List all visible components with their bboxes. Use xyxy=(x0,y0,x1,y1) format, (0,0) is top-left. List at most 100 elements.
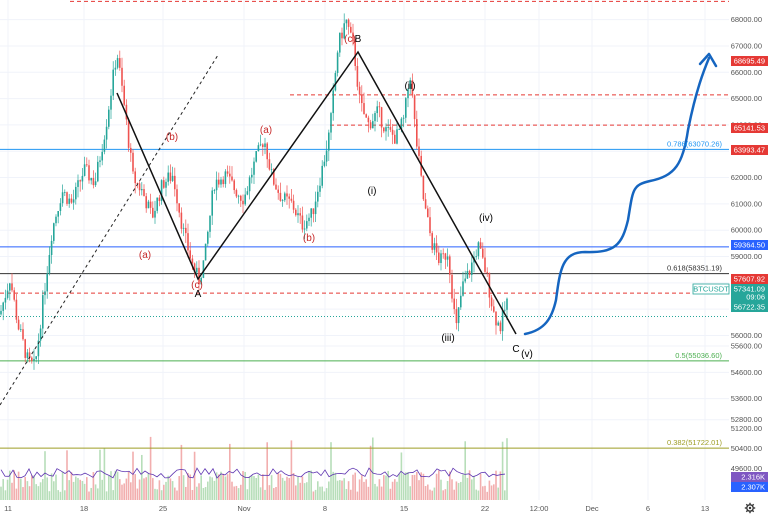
candle-body xyxy=(116,58,119,68)
time-axis[interactable]: 11 18 25 Nov 8 15 22 12:00 Dec 6 13 xyxy=(4,504,709,513)
volume-bar xyxy=(279,473,282,500)
volume-bar xyxy=(79,479,81,500)
price-axis-tick: 60000.00 xyxy=(731,226,762,235)
candle-body xyxy=(259,144,262,146)
candle-body xyxy=(435,243,438,253)
candle-body xyxy=(211,190,213,216)
volume-bar xyxy=(427,484,429,500)
candle-body xyxy=(46,273,48,292)
price-axis-tick: 54600.00 xyxy=(731,368,762,377)
candle-body xyxy=(224,171,227,185)
volume-bar xyxy=(499,471,502,500)
candle-body xyxy=(163,180,165,188)
candle-body xyxy=(191,258,194,264)
price-axis-tick: 53600.00 xyxy=(731,394,762,403)
volume-bar xyxy=(407,471,409,500)
candle-body xyxy=(347,19,350,27)
price-tag-text: 57607.92 xyxy=(734,275,765,284)
volume-bar xyxy=(451,479,453,500)
volume-bar xyxy=(405,472,407,500)
volume-bar xyxy=(22,487,24,500)
wave-label: (c) xyxy=(344,34,356,45)
settings-gear-icon[interactable] xyxy=(744,502,756,514)
volume-bar xyxy=(484,485,486,500)
price-tag: 2.307K xyxy=(731,482,768,492)
candle-body xyxy=(37,340,40,357)
candle-body xyxy=(281,200,284,202)
volume-bar xyxy=(171,481,174,500)
volume-bar xyxy=(9,470,11,500)
volume-bar xyxy=(266,442,268,500)
volume-bar xyxy=(240,484,242,500)
volume-bar xyxy=(429,489,431,500)
volume-bar xyxy=(301,476,304,500)
symbol-badge-text: BTCUSDT xyxy=(693,285,729,294)
wave-label: (iv) xyxy=(479,213,493,224)
volume-bar xyxy=(504,490,506,500)
volume-bar xyxy=(207,481,209,500)
volume-bar xyxy=(110,471,112,500)
volume-bar xyxy=(136,488,139,500)
volume-bar xyxy=(114,470,117,500)
candle-body xyxy=(471,262,473,276)
volume-bar xyxy=(251,475,253,500)
price-axis-tick: 61000.00 xyxy=(731,199,762,208)
volume-bar xyxy=(4,490,7,500)
volume-bar xyxy=(72,481,75,500)
candle-body xyxy=(378,106,381,108)
candle-body xyxy=(31,357,33,361)
candle-body xyxy=(176,189,178,204)
volume-bar xyxy=(281,477,284,500)
candle-body xyxy=(220,179,222,185)
candle-body xyxy=(130,147,132,153)
volume-bar xyxy=(332,471,334,500)
volume-bar xyxy=(48,491,51,500)
candle-body xyxy=(323,161,326,166)
candle-body xyxy=(24,339,26,358)
candle-body xyxy=(138,183,141,191)
volume-bar xyxy=(413,474,416,500)
price-tags: 68695.49 65141.53 63993.47 59364.50 57607.92… xyxy=(692,56,768,492)
candle-body xyxy=(180,212,183,229)
candle-body xyxy=(380,107,383,128)
price-tag: 63993.47 xyxy=(731,145,768,155)
volume-bar xyxy=(200,475,202,500)
volume-bar xyxy=(457,482,460,500)
volume-bar xyxy=(44,451,46,500)
price-axis-tick: 62000.00 xyxy=(731,173,762,182)
volume-bar xyxy=(26,481,29,500)
wave-label: (a) xyxy=(139,250,151,261)
volume-bar xyxy=(391,481,394,500)
candle-body xyxy=(187,233,189,251)
volume-bar xyxy=(147,473,150,500)
volume-bar xyxy=(343,478,345,500)
candle-body xyxy=(0,310,2,315)
volume-bar xyxy=(202,487,205,500)
price-tag: 56722.35 xyxy=(731,302,768,312)
volume-bar xyxy=(330,442,332,500)
volume-bar xyxy=(479,473,482,500)
candle-body xyxy=(213,190,216,191)
volume-bar xyxy=(303,483,306,500)
wave-labels: (a)(b)(c)A(a)(b)(c)B(i)(ii)(iii)(iv)(v)C xyxy=(139,34,533,360)
candle-body xyxy=(222,179,224,185)
wave-label: (ii) xyxy=(404,81,415,92)
candle-body xyxy=(297,213,299,216)
price-tag: 59364.50 xyxy=(731,240,768,250)
price-tag-background xyxy=(731,284,768,294)
price-axis-tick: 66000.00 xyxy=(731,68,762,77)
candle-body xyxy=(479,242,482,249)
candle-body xyxy=(286,193,288,197)
volume-bar xyxy=(193,451,196,500)
volume-bar xyxy=(468,470,471,500)
candle-body xyxy=(20,329,22,330)
volume-bar xyxy=(92,472,95,500)
volume-bar xyxy=(273,488,275,500)
volume-bar xyxy=(156,489,158,500)
candle-body xyxy=(319,185,321,192)
candle-body xyxy=(248,177,251,192)
wave-drawings xyxy=(0,50,718,406)
candle-body xyxy=(99,160,101,162)
candle-body xyxy=(233,180,235,191)
